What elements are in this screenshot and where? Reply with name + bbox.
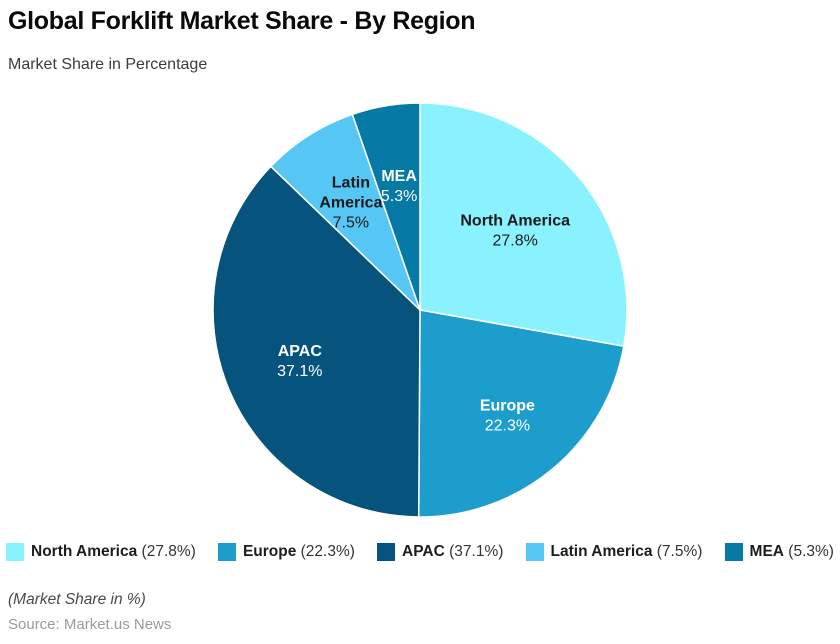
legend-swatch-apac — [377, 543, 396, 561]
slice-label-europe: Europe 22.3% — [480, 398, 535, 435]
legend-label: Latin America — [550, 543, 653, 560]
legend-item-europe: Europe (22.3%) — [217, 543, 355, 561]
pie-slice-north-america — [419, 102, 628, 347]
legend-value: (27.8%) — [137, 543, 196, 560]
legend-swatch-latin-america — [525, 543, 544, 561]
pie-chart: North America 27.8% Europe 22.3% APAC 37.1% La… — [212, 102, 628, 518]
legend-swatch-europe — [217, 543, 236, 561]
legend-value: (22.3%) — [296, 543, 355, 560]
legend-label: Europe — [242, 543, 297, 560]
legend: North America (27.8%) Europe (22.3%) APAC … — [0, 540, 840, 564]
slice-label-mea: MEA 5.3% — [381, 168, 417, 205]
slice-label-latin-america: Latin America 7.5% — [319, 174, 382, 231]
unit-note: (Market Share in %) — [8, 591, 146, 608]
legend-item-apac: APAC (37.1%) — [377, 543, 503, 561]
legend-swatch-north-america — [6, 543, 24, 561]
legend-label: North America — [31, 543, 138, 560]
legend-item-mea: MEA (5.3%) — [724, 543, 834, 561]
pie-slice-latin-america — [270, 113, 421, 311]
pie-slice-mea — [351, 102, 421, 311]
slice-label-north-america: North America 27.8% — [460, 213, 570, 250]
pie-slice-europe — [417, 309, 625, 518]
legend-value: (5.3%) — [784, 543, 834, 560]
page-title: Global Forklift Market Share - By Region — [8, 7, 476, 35]
legend-value: (37.1%) — [444, 543, 504, 560]
chart-subtitle: Market Share in Percentage — [8, 56, 208, 73]
pie-slice-apac — [212, 165, 421, 518]
legend-label: APAC — [402, 543, 445, 560]
legend-value: (7.5%) — [652, 543, 703, 560]
legend-item-latin-america: Latin America (7.5%) — [525, 543, 703, 561]
legend-swatch-mea — [724, 543, 743, 561]
legend-item-north-america: North America (27.8%) — [6, 543, 196, 561]
legend-label: MEA — [749, 543, 784, 560]
slice-label-apac: APAC 37.1% — [277, 343, 322, 380]
source-note: Source: Market.us News — [8, 616, 172, 633]
